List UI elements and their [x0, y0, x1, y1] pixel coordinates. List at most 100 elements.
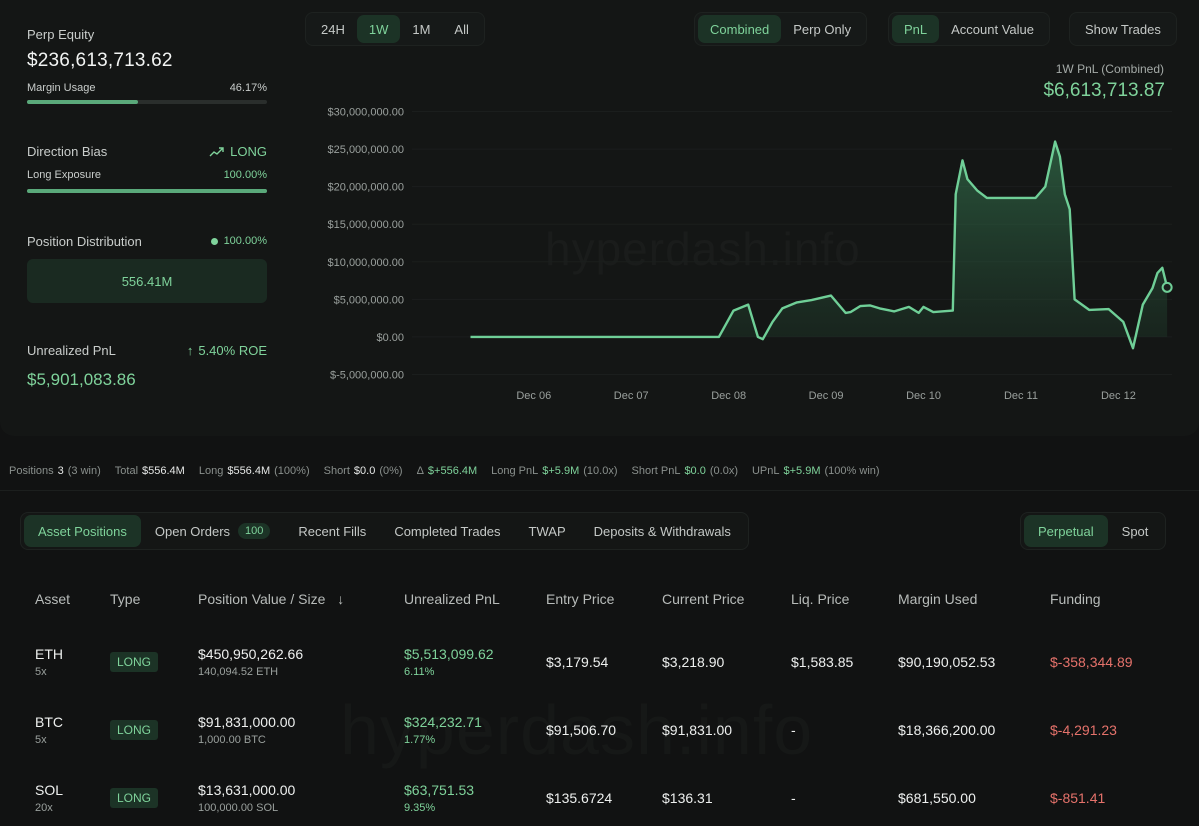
long-exposure-label: Long Exposure	[27, 169, 101, 181]
funding: $-851.41	[1050, 790, 1106, 806]
x-tick-label: Dec 11	[1004, 390, 1038, 402]
timeframe-24h[interactable]: 24H	[321, 21, 345, 37]
x-tick-label: Dec 07	[614, 390, 649, 402]
header-unrealized-pnl[interactable]: Unrealized PnL	[404, 591, 500, 607]
open-orders-count-badge: 100	[238, 523, 271, 539]
roe-value: 5.40% ROE	[198, 343, 267, 358]
position-distribution-amount: 556.41M	[121, 273, 173, 289]
perp-equity-value: $236,613,713.62	[27, 50, 173, 71]
header-funding[interactable]: Funding	[1050, 591, 1101, 607]
mode-combined[interactable]: Combined	[698, 15, 782, 43]
trending-up-icon	[209, 146, 224, 156]
positions-stats-bar: Positions 3 (3 win) Total $556.4M Long $…	[9, 465, 880, 477]
current-price: $3,218.90	[662, 654, 725, 670]
margin-usage-label: Margin Usage	[27, 82, 96, 94]
stat-short-pnl-label: Short PnL	[631, 465, 681, 477]
tab-asset-positions[interactable]: Asset Positions	[24, 515, 141, 547]
header-position-value[interactable]: Position Value / Size ↓	[198, 570, 404, 628]
asset-symbol: SOL	[35, 782, 64, 798]
type-badge: LONG	[110, 720, 159, 740]
x-tick-label: Dec 06	[516, 390, 551, 402]
margin-usage-bar	[27, 100, 267, 104]
current-price: $136.31	[662, 790, 713, 806]
funding: $-4,291.23	[1050, 722, 1117, 738]
position-size: 1,000.00 BTC	[198, 734, 266, 746]
tab-open-orders[interactable]: Open Orders 100	[141, 515, 285, 547]
stat-long-pnl-extra: (10.0x)	[583, 465, 618, 477]
header-current-price[interactable]: Current Price	[662, 591, 745, 607]
stat-long-pnl-label: Long PnL	[491, 465, 539, 477]
timeframe-1w[interactable]: 1W	[356, 15, 401, 43]
position-value: $450,950,262.66	[198, 646, 304, 662]
dot-icon	[210, 237, 218, 245]
header-entry-price[interactable]: Entry Price	[546, 591, 615, 607]
pnl-endpoint-marker[interactable]	[1161, 281, 1173, 293]
tab-perpetual[interactable]: Perpetual	[1024, 515, 1108, 547]
funding: $-358,344.89	[1050, 654, 1133, 670]
mode-toggle: Combined Perp Only	[694, 12, 868, 46]
perp-equity-label: Perp Equity	[27, 27, 95, 42]
long-exposure-value: 100.00%	[223, 169, 267, 181]
divider	[0, 490, 1199, 491]
unrealized-pnl-pct: 6.11%	[404, 666, 435, 678]
margin-used: $18,366,200.00	[898, 722, 996, 738]
metric-pnl[interactable]: PnL	[892, 15, 940, 43]
y-tick-label: $15,000,000.00	[328, 219, 404, 231]
x-tick-label: Dec 09	[809, 390, 844, 402]
table-row[interactable]: SOL 20x LONG $13,631,000.00 100,000.00 SOL…	[0, 764, 1199, 826]
x-tick-label: Dec 10	[906, 390, 941, 402]
positions-tabs: Asset Positions Open Orders 100 Recent F…	[20, 512, 749, 550]
tab-completed-trades[interactable]: Completed Trades	[394, 523, 501, 539]
timeframe-1m[interactable]: 1M	[412, 21, 431, 37]
margin-used: $90,190,052.53	[898, 654, 996, 670]
position-value: $13,631,000.00	[198, 782, 296, 798]
position-size: 100,000.00 SOL	[198, 802, 279, 814]
stat-long-extra: (100%)	[274, 465, 310, 477]
stat-upnl-extra: (100% win)	[824, 465, 880, 477]
tab-recent-fills[interactable]: Recent Fills	[298, 523, 367, 539]
stat-short-label: Short	[323, 465, 350, 477]
stat-short-pnl-extra: (0.0x)	[709, 465, 738, 477]
position-distribution-value: 100.00%	[223, 235, 267, 247]
x-tick-label: Dec 12	[1101, 390, 1136, 402]
table-row[interactable]: ETH 5x LONG $450,950,262.66 140,094.52 ETH…	[0, 628, 1199, 696]
stat-total-label: Total	[114, 465, 139, 477]
type-badge: LONG	[110, 652, 159, 672]
header-margin-used[interactable]: Margin Used	[898, 591, 978, 607]
metric-account-value[interactable]: Account Value	[951, 21, 1035, 37]
margin-used: $681,550.00	[898, 790, 976, 806]
entry-price: $3,179.54	[546, 654, 609, 670]
unrealized-pnl-label: Unrealized PnL	[27, 343, 116, 358]
header-liq-price[interactable]: Liq. Price	[791, 591, 850, 607]
unrealized-pnl-value: $5,901,083.86	[27, 370, 136, 389]
timeframe-all[interactable]: All	[454, 21, 469, 37]
position-value: $91,831,000.00	[198, 714, 296, 730]
tab-spot[interactable]: Spot	[1121, 523, 1149, 539]
long-exposure-fill	[27, 189, 267, 193]
header-type[interactable]: Type	[110, 591, 141, 607]
pnl-chart: $30,000,000.00 $25,000,000.00 $20,000,000.…	[328, 107, 1173, 402]
position-distribution: 100.00%	[210, 235, 267, 247]
unrealized-pnl-pct: 9.35%	[404, 802, 436, 814]
y-tick-label: $-5,000,000.00	[330, 369, 404, 381]
pnl-area	[470, 141, 1168, 349]
direction-bias-value: LONG	[230, 144, 267, 159]
entry-price: $91,506.70	[546, 722, 617, 738]
tab-deposits-withdrawals[interactable]: Deposits & Withdrawals	[593, 523, 731, 539]
stat-positions-extra: (3 win)	[67, 465, 101, 477]
metric-toggle: PnL Account Value	[888, 12, 1051, 46]
pnl-caption: 1W PnL (Combined)	[1055, 62, 1164, 76]
header-asset[interactable]: Asset	[35, 591, 71, 607]
show-trades-button[interactable]: Show Trades	[1085, 21, 1161, 37]
position-distribution-bar[interactable]: 556.41M	[27, 259, 267, 303]
mode-perp-only[interactable]: Perp Only	[793, 21, 852, 37]
table-row[interactable]: BTC 5x LONG $91,831,000.00 1,000.00 BTC $3…	[0, 696, 1199, 764]
roe: ↑ 5.40% ROE	[187, 343, 267, 358]
liq-price: -	[791, 722, 796, 738]
table-header-row: Asset Type Position Value / Size ↓ Unrea…	[0, 570, 1199, 628]
asset-leverage: 5x	[35, 666, 47, 678]
arrow-up-icon: ↑	[186, 343, 194, 358]
tab-twap[interactable]: TWAP	[528, 523, 566, 539]
pnl-value: $6,613,713.87	[1043, 80, 1165, 101]
long-exposure-bar	[27, 189, 267, 193]
